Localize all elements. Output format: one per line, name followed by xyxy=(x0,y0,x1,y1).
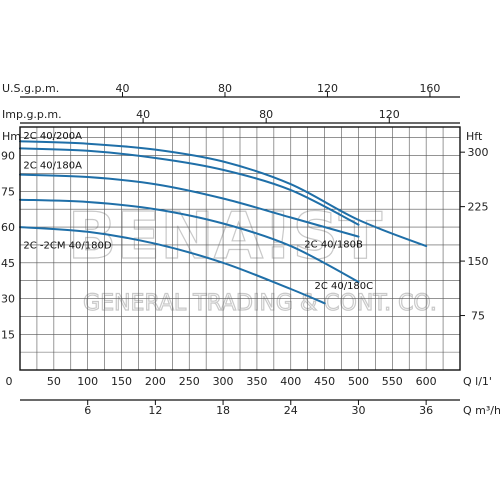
y-left-tick-label: 60 xyxy=(1,221,15,234)
curve-2c-40-180b xyxy=(19,173,360,238)
x-tick-label: 200 xyxy=(145,375,166,388)
y-right-axis-label: Hft xyxy=(466,130,483,143)
imp-gpm-tick-label: 120 xyxy=(379,108,400,121)
curve-label: 2C 40/180B xyxy=(304,239,363,250)
curve-label: 2C -2CM 40/180D xyxy=(23,241,111,252)
imp-gpm-axis-label: Imp.g.p.m. xyxy=(2,108,62,121)
m3h-tick-label: 18 xyxy=(216,404,230,417)
curve-2c-40-180a xyxy=(19,147,360,226)
x-tick-label: 100 xyxy=(77,375,98,388)
curve-2c-40-200a xyxy=(19,140,428,248)
y-right-tick-label: 75 xyxy=(471,310,485,323)
m3h-axis-label: Q m³/h xyxy=(463,404,500,417)
x-tick-label: 0 xyxy=(6,375,13,388)
x-tick-label: 350 xyxy=(246,375,267,388)
x-tick-label: 150 xyxy=(111,375,132,388)
watermark-company-text: GENERAL TRADING & CONT. CO. xyxy=(83,291,437,316)
us-gpm-tick-label: 160 xyxy=(419,82,440,95)
y-left-tick-label: 75 xyxy=(1,185,15,198)
m3h-tick-label: 12 xyxy=(148,404,162,417)
x-tick-label: 500 xyxy=(348,375,369,388)
y-left-tick-label: 15 xyxy=(1,328,15,341)
m3h-tick-label: 6 xyxy=(84,404,91,417)
curves xyxy=(19,140,428,305)
x-tick-label: 400 xyxy=(280,375,301,388)
y-left-tick-label: 30 xyxy=(1,293,15,306)
y-left-tick-label: 90 xyxy=(1,150,15,163)
us-gpm-tick-label: 40 xyxy=(115,82,129,95)
imp-gpm-tick-label: 40 xyxy=(136,108,150,121)
curve-label: 2C 40/200A xyxy=(23,131,82,142)
us-gpm-tick-label: 80 xyxy=(218,82,232,95)
x-tick-label: 550 xyxy=(382,375,403,388)
us-gpm-axis-label: U.S.g.p.m. xyxy=(2,82,59,95)
m3h-tick-label: 30 xyxy=(351,404,365,417)
grid xyxy=(20,127,460,370)
x-tick-label: 250 xyxy=(179,375,200,388)
curve-2c-40-180c xyxy=(19,198,360,283)
x-tick-label: 50 xyxy=(47,375,61,388)
curve-label: 2C 40/180A xyxy=(23,161,82,172)
m3h-tick-label: 24 xyxy=(284,404,298,417)
x-tick-label: 600 xyxy=(416,375,437,388)
y-left-axis-label: Hm xyxy=(2,130,21,143)
curve-2c-2cm-40-180d xyxy=(19,226,326,305)
curve-label: 2C 40/180C xyxy=(314,281,373,292)
imp-gpm-tick-label: 80 xyxy=(259,108,273,121)
y-right-tick-label: 150 xyxy=(468,255,489,268)
curve-labels: 2C 40/200A 2C 40/180A 2C 40/180B 2C -2CM 40… xyxy=(23,131,373,292)
y-right-tick-label: 225 xyxy=(468,201,489,214)
x-tick-label: 450 xyxy=(314,375,335,388)
y-left-tick-label: 45 xyxy=(1,257,15,270)
x-axis-label: Q l/1' xyxy=(463,375,492,388)
plot-frame xyxy=(19,126,461,371)
axes: 0 50 100 150 200 250 300 350 400 450 500 550 600 Q l/… xyxy=(1,82,500,417)
m3h-tick-label: 36 xyxy=(419,404,433,417)
y-right-tick-label: 300 xyxy=(468,146,489,159)
x-tick-label: 300 xyxy=(213,375,234,388)
us-gpm-tick-label: 120 xyxy=(317,82,338,95)
